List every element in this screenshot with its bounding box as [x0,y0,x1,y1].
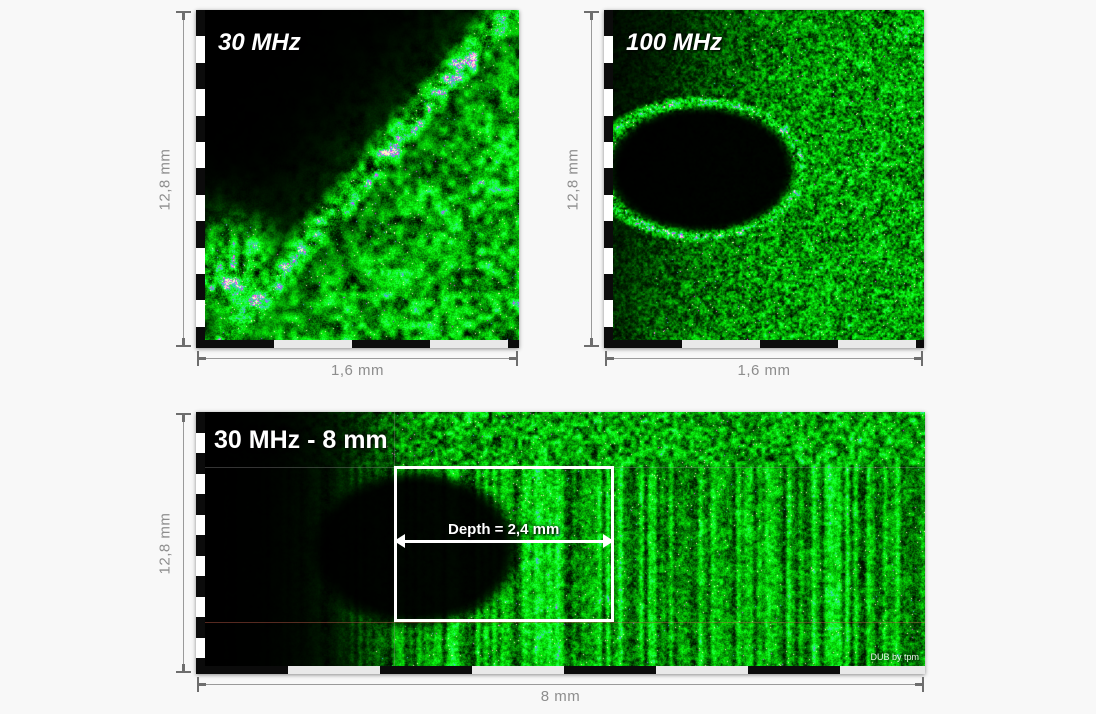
measure-cap-left [605,351,614,366]
measure-cap-right [915,677,924,692]
measure-line [591,16,592,342]
panel-title-100mhz: 100 MHz [626,29,723,56]
arrow-shaft [402,540,606,543]
measure-line [202,358,513,359]
arrow-head-right-icon [603,534,614,548]
width-ruler-8mm [196,666,925,674]
vertical-measure-rule-8mm [174,412,192,674]
width-ruler-30mhz [196,340,519,348]
scan-image-30mhz-8mm[interactable]: 30 MHz - 8 mm DUB by tpm [196,412,925,674]
width-ruler-100mhz [604,340,924,348]
horizontal-axis-label-100mhz: 1,6 mm [737,362,791,379]
scan-image-100mhz[interactable]: 100 MHz [604,10,924,348]
gridline-horizontal-upper [196,467,925,468]
measure-cap-bottom [176,338,191,347]
depth-measurement-label: Depth = 2,4 mm [448,521,560,538]
measure-line [610,358,918,359]
measure-cap-top [176,11,191,20]
vertical-axis-label-100mhz: 12,8 mm [564,148,582,211]
measure-cap-bottom [584,338,599,347]
depth-ruler-8mm [196,412,205,674]
arrow-head-left-icon [394,534,405,548]
measure-cap-left [197,351,206,366]
measure-line [183,16,184,342]
measure-cap-right [509,351,518,366]
depth-measure-arrow [394,534,614,548]
measure-cap-left [197,677,206,692]
horizontal-measure-rule-30mhz [196,349,519,367]
measure-cap-right [914,351,923,366]
depth-ruler-30mhz [196,10,205,348]
vertical-axis-label-8mm: 12,8 mm [156,512,174,575]
measure-cap-top [584,11,599,20]
ultrasound-bscan-canvas-100mhz [604,10,924,348]
vertical-axis-label-30mhz: 12,8 mm [156,148,174,211]
ultrasound-bscan-canvas-8mm [196,412,925,674]
measure-line [202,684,919,685]
panel-title-30mhz-8mm: 30 MHz - 8 mm [214,426,388,454]
panel-title-30mhz: 30 MHz [218,29,301,56]
measure-line [183,418,184,668]
horizontal-measure-rule-100mhz [604,349,924,367]
measure-cap-top [176,413,191,422]
scan-image-30mhz[interactable]: 30 MHz [196,10,519,348]
horizontal-measure-rule-8mm [196,675,925,693]
gridline-horizontal-lower [196,622,925,623]
vertical-measure-rule-30mhz [174,10,192,348]
watermark-label: DUB by tpm [870,652,919,662]
horizontal-axis-label-8mm: 8 mm [540,688,581,705]
depth-ruler-100mhz [604,10,613,348]
measure-cap-bottom [176,664,191,673]
ultrasound-bscan-canvas-30mhz [196,10,519,348]
vertical-measure-rule-100mhz [582,10,600,348]
horizontal-axis-label-30mhz: 1,6 mm [330,362,384,379]
